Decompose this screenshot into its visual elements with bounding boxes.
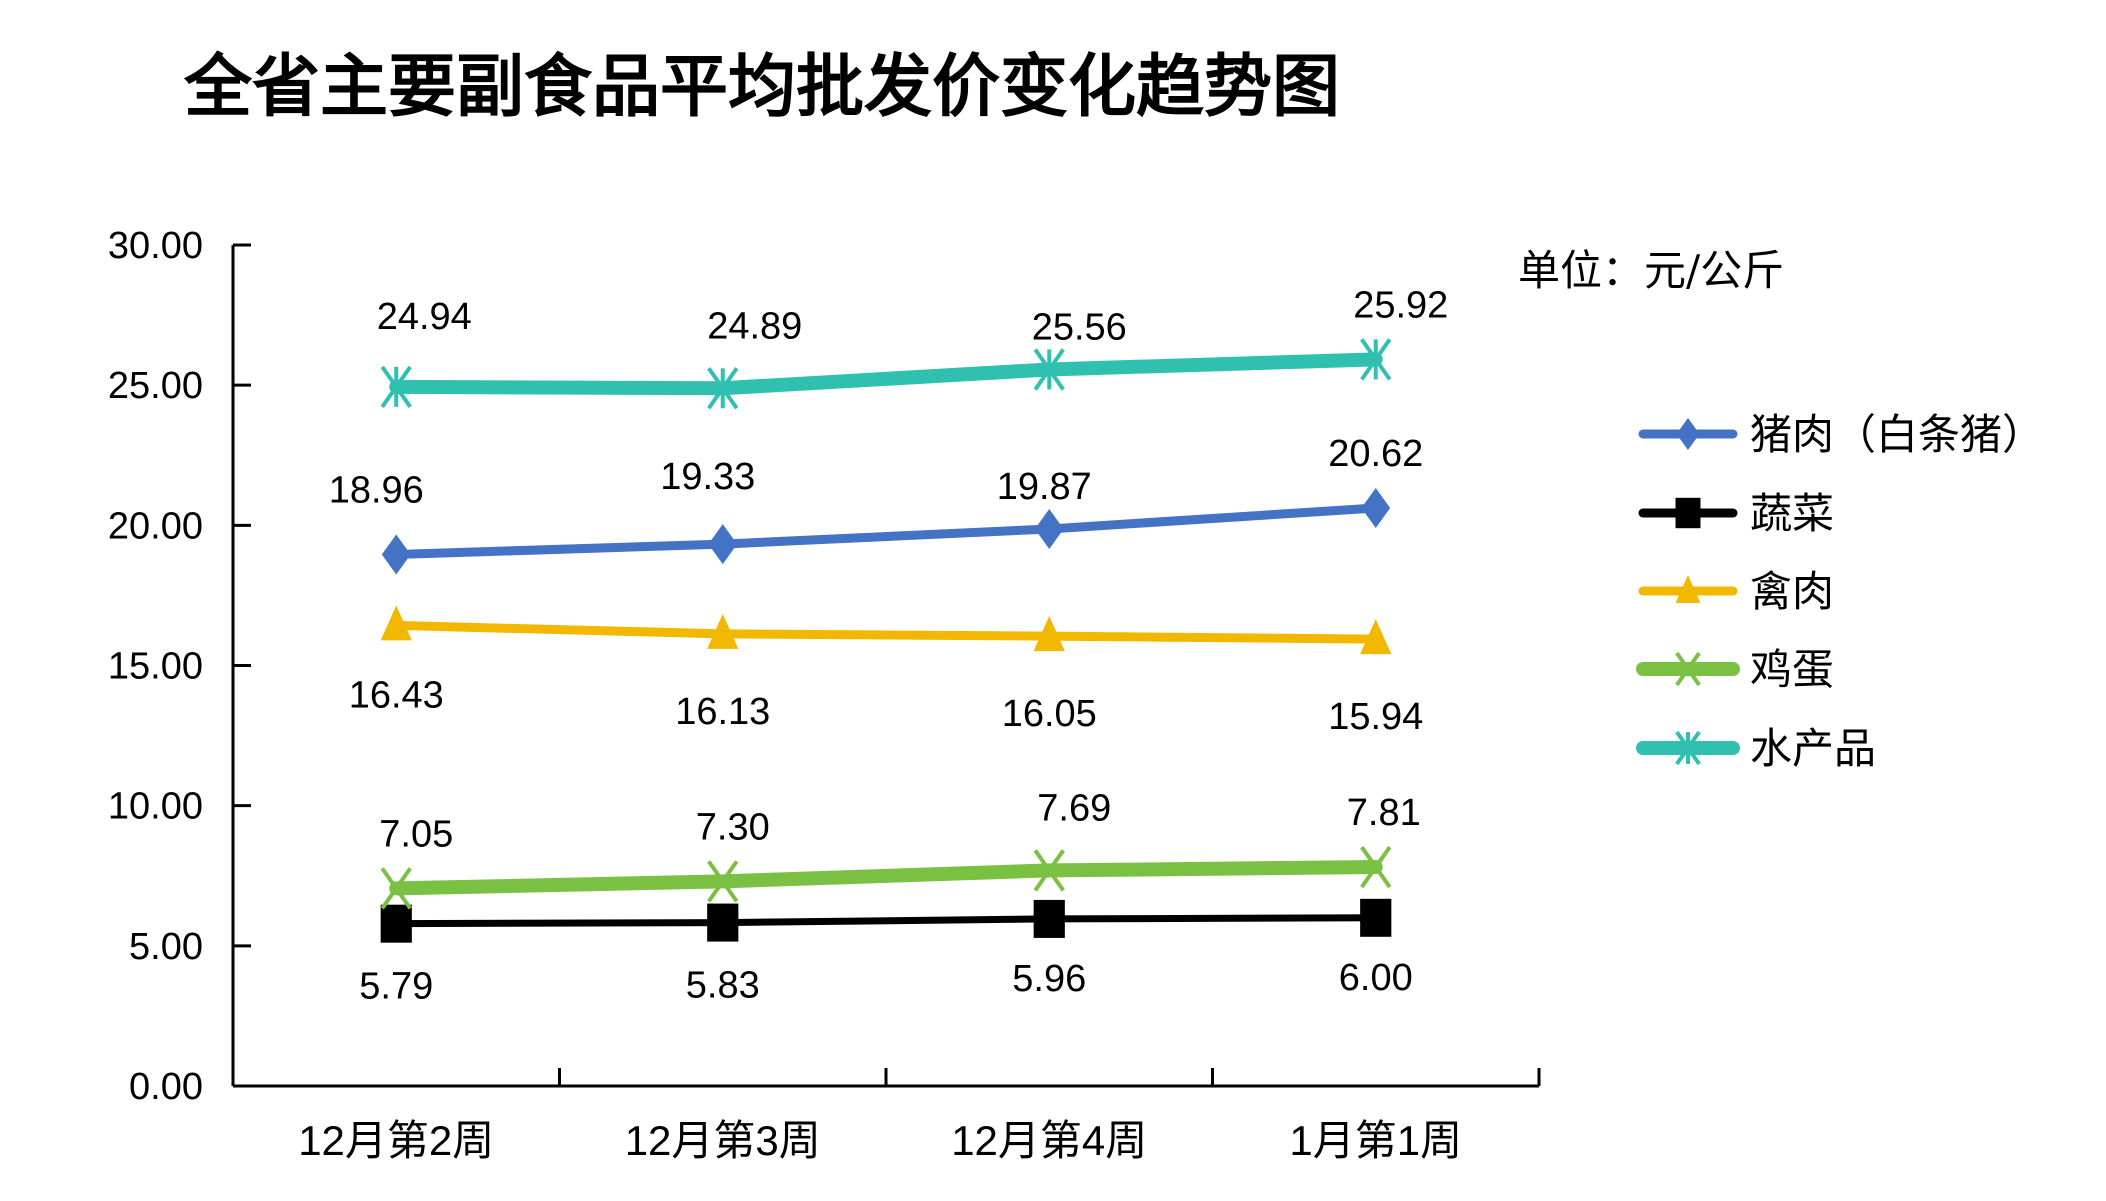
data-label: 25.56 [1032, 306, 1127, 348]
data-label: 16.05 [1002, 693, 1097, 735]
x-tick-label: 12月第4周 [951, 1117, 1147, 1164]
x-marker-stroke [380, 867, 412, 910]
series-line [391, 620, 1381, 644]
star-marker [1360, 338, 1392, 381]
x-marker [1360, 845, 1392, 889]
data-label: 15.94 [1328, 696, 1423, 738]
data-label: 24.89 [707, 305, 802, 347]
x-marker-stroke [1675, 651, 1701, 687]
diamond-marker [381, 534, 411, 575]
diamond-marker [1676, 418, 1700, 450]
triangle-marker [380, 605, 412, 641]
legend-label: 水产品 [1750, 724, 1876, 773]
legend-item: 猪肉（白条猪） [1638, 410, 2044, 459]
legend-item: 水产品 [1636, 724, 1876, 773]
data-label: 24.94 [377, 296, 472, 338]
data-label: 16.43 [349, 674, 444, 716]
x-marker [707, 860, 739, 903]
star-marker [707, 367, 739, 410]
square-marker [1360, 898, 1392, 937]
data-label: 18.96 [329, 469, 424, 511]
x-marker-stroke [1360, 845, 1392, 889]
data-label: 6.00 [1339, 957, 1413, 999]
diamond-marker [1034, 508, 1064, 549]
series-5: 24.94 24.89 25.56 25.92 [377, 284, 1448, 410]
data-label: 19.87 [997, 466, 1092, 508]
triangle-marker [1033, 616, 1065, 652]
series-layer: 18.96 19.33 19.87 20.62 5.79 5.83 5.96 6.00 16.4… [329, 284, 1449, 1007]
data-label: 19.33 [660, 456, 755, 498]
legend-label: 猪肉（白条猪） [1750, 410, 2044, 459]
x-tick-label: 1月第1周 [1289, 1117, 1462, 1164]
legend-label: 禽肉 [1750, 567, 1834, 616]
y-tick-label: 0.00 [129, 1066, 203, 1108]
data-label: 5.96 [1012, 958, 1086, 1000]
series-3: 16.43 16.13 16.05 15.94 [349, 605, 1423, 738]
square-marker [1033, 899, 1065, 938]
series-4: 7.05 7.30 7.69 7.81 [379, 787, 1421, 910]
x-marker-stroke [707, 860, 739, 903]
unit-label: 单位：元/公斤 [1518, 246, 1784, 295]
star-marker [1675, 730, 1701, 766]
triangle-marker [707, 613, 739, 649]
legend-item: 蔬菜 [1638, 489, 1834, 538]
x-marker [380, 867, 412, 910]
y-tick-label: 20.00 [108, 505, 203, 547]
legend-item: 禽肉 [1638, 567, 1834, 616]
series-line [389, 352, 1383, 396]
data-label: 7.69 [1037, 787, 1111, 829]
square-marker [707, 903, 739, 942]
y-tick-label: 30.00 [108, 225, 203, 267]
data-label: 5.83 [686, 965, 760, 1007]
data-label: 16.13 [675, 691, 770, 733]
data-label: 7.30 [696, 806, 770, 848]
legend-label: 蔬菜 [1750, 489, 1834, 538]
x-marker [1033, 849, 1065, 892]
y-tick-label: 5.00 [129, 926, 203, 968]
series-line [392, 914, 1380, 928]
triangle-marker [1675, 575, 1701, 603]
series-line [391, 503, 1381, 559]
y-tick-label: 15.00 [108, 646, 203, 688]
diamond-marker [1361, 487, 1391, 528]
star-marker [1033, 348, 1065, 391]
square-marker [380, 904, 412, 943]
series-line [389, 860, 1383, 896]
axes: 0.00 5.00 10.00 15.00 20.00 25.00 30.00 12月第2周 1… [108, 225, 1541, 1164]
y-tick-label: 10.00 [108, 786, 203, 828]
diamond-marker [708, 524, 738, 565]
x-marker-stroke [1033, 849, 1065, 892]
series-2: 5.79 5.83 5.96 6.00 [359, 898, 1413, 1008]
data-label: 25.92 [1353, 284, 1448, 326]
series-1: 18.96 19.33 19.87 20.62 [329, 433, 1423, 575]
square-marker [1675, 497, 1701, 529]
chart-title: 全省主要副食品平均批发价变化趋势图 [183, 47, 1340, 127]
data-label: 20.62 [1328, 433, 1423, 475]
star-marker [380, 365, 412, 408]
x-tick-label: 12月第2周 [298, 1117, 494, 1164]
data-label: 5.79 [359, 966, 433, 1008]
y-tick-label: 25.00 [108, 365, 203, 407]
x-tick-label: 12月第3周 [625, 1117, 821, 1164]
legend-label: 鸡蛋 [1750, 645, 1834, 694]
data-label: 7.81 [1347, 792, 1421, 834]
data-label: 7.05 [379, 813, 453, 855]
x-marker [1675, 651, 1701, 687]
triangle-marker [1360, 619, 1392, 655]
legend-item: 鸡蛋 [1636, 645, 1834, 694]
